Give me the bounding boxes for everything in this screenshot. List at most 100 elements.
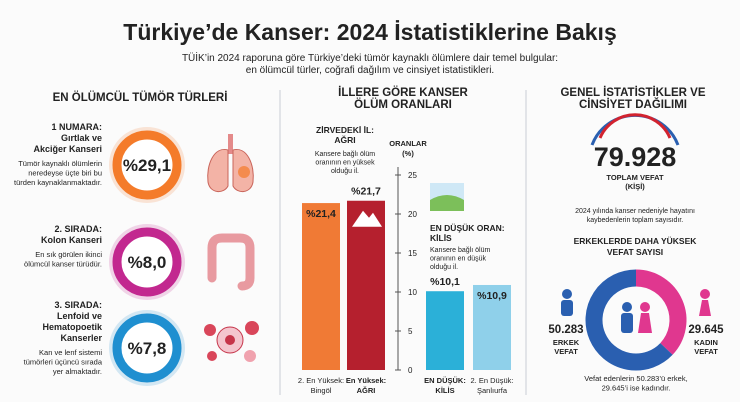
total-note-line: 2024 yılında kanser nedeniyle hayatını <box>575 208 695 215</box>
gender-heading-line: VEFAT SAYISI <box>607 247 663 257</box>
annotation-text: Kansere bağlı ölüm oranının en düşük olduğ… <box>430 247 490 271</box>
item-description-line: Tümör kaynaklı ölümlerin <box>18 159 102 168</box>
section-heading-line: ÖLÜM ORANLARI <box>354 98 452 111</box>
donut-segment <box>585 269 673 371</box>
bar <box>302 203 340 370</box>
bar <box>473 284 511 370</box>
share: %7,8 <box>128 339 167 358</box>
y-axis-label-line: ORANLAR <box>389 139 427 148</box>
rank: 3. SIRADA: <box>54 300 102 310</box>
cells-icon <box>204 321 259 362</box>
annotation-title: EN DÜŞÜK ORAN: KİLİS <box>430 223 505 243</box>
lungs-icon <box>207 134 254 192</box>
annotation-title-line: AĞRI <box>334 134 355 145</box>
subtitle-line: en ölümcül türler, coğrafi dağılım ve ci… <box>246 65 494 76</box>
y-tick-label: 20 <box>408 210 417 219</box>
y-tick-label: 5 <box>408 327 413 336</box>
annotation-text-line: oranının en yüksek <box>315 160 375 167</box>
total-label-line: TOPLAM VEFAT <box>606 173 664 182</box>
y-tick-label: 10 <box>408 288 417 297</box>
annotation-text-line: Kansere bağlı ölüm <box>315 151 375 158</box>
item-description-line: Kan ve lenf sistemi <box>39 348 102 357</box>
x-tick-label: 2. En Yüksek: Bingöl <box>298 376 344 395</box>
section-heading-line: İLLERE GÖRE KANSER <box>338 86 468 99</box>
item-description-line: yer almaktadır. <box>53 367 102 376</box>
gender-value: 29.645 <box>688 324 724 336</box>
item-description-line: tümörleri üçüncü sırada <box>24 358 103 367</box>
item-description: Kan ve lenf sistemi tümörleri üçüncü sıra… <box>24 348 103 376</box>
value-label: %21,7 <box>351 186 381 198</box>
item-description-line: türden kaynaklanmaktadır. <box>14 178 102 187</box>
title: Türkiye’de Kanser: 2024 İstatistiklerine… <box>123 19 616 45</box>
annotation-text-line: Kansere bağlı ölüm <box>430 247 490 254</box>
item-name-line: Hematopoetik <box>42 322 103 332</box>
female-icon <box>638 289 711 333</box>
rank: 1 NUMARA: <box>52 122 103 132</box>
x-tick-label: 2. En Düşük: Şanlıurfa <box>471 376 514 395</box>
value-label: %10,9 <box>477 290 507 302</box>
item-description-line: neredeyse üçte biri bu <box>28 169 102 178</box>
section-heading: İLLERE GÖRE KANSER ÖLÜM ORANLARI <box>338 86 468 111</box>
bar <box>426 291 464 370</box>
section-heading-line: CİNSİYET DAĞILIMI <box>579 98 687 111</box>
item-name-line: Lenfoid ve <box>57 311 102 321</box>
share: %8,0 <box>128 253 167 272</box>
y-axis-label-line: (%) <box>402 149 414 158</box>
item-name-line: Kanserler <box>60 333 102 343</box>
value-label: %21,4 <box>306 208 336 220</box>
subtitle-line: TÜİK’in 2024 raporuna göre Türkiye’deki … <box>182 51 558 64</box>
gender-heading: ERKEKLERDE DAHA YÜKSEK VEFAT SAYISI <box>574 236 698 257</box>
total-label-line: (KİŞİ) <box>625 182 645 191</box>
total: 79.928 <box>594 142 677 172</box>
ring <box>112 313 182 383</box>
annotation-title: ZİRVEDEKİ İL: AĞRI <box>316 125 374 145</box>
ring <box>112 130 182 200</box>
item-description-line: ölümcül kanser türüdür. <box>24 260 102 269</box>
bar <box>347 200 385 370</box>
item-name-line: Gırtlak ve <box>61 133 102 143</box>
y-tick-label: 0 <box>408 366 413 375</box>
item-name: Lenfoid ve Hematopoetik Kanserler <box>42 311 103 343</box>
donut-segment <box>635 269 687 355</box>
legend-entry: KADIN VEFAT <box>694 338 718 356</box>
annotation-title-line: EN DÜŞÜK ORAN: <box>430 223 505 233</box>
total-note: 2024 yılında kanser nedeniyle hayatını ka… <box>575 208 695 224</box>
item-description-line: En sık görülen ikinci <box>35 250 102 259</box>
ring-decoration <box>598 113 672 139</box>
legend-entry: ERKEK VEFAT <box>553 338 580 356</box>
item-name: Kolon Kanseri <box>41 235 102 245</box>
gender-footer: Vefat edenlerin 50.283’ü erkek, 29.645’i … <box>584 374 687 393</box>
section-heading: EN ÖLÜMCÜL TÜMÖR TÜRLERİ <box>53 91 228 104</box>
y-axis-label: ORANLAR (%) <box>389 139 427 158</box>
rank: 2. SIRADA: <box>54 224 102 234</box>
male-icon <box>561 289 633 333</box>
section-heading: GENEL İSTATİSTİKLER VE CİNSİYET DAĞILIMI <box>560 86 705 111</box>
annotation-text-line: olduğu il. <box>331 168 359 175</box>
y-tick-label: 25 <box>408 171 417 180</box>
landscape-icon <box>430 183 464 211</box>
annotation-text-line: olduğu il. <box>430 264 458 271</box>
item-description: En sık görülen ikinci ölümcül kanser türü… <box>24 250 102 269</box>
x-tick-label: En Yüksek: AĞRI <box>346 376 386 395</box>
gender-footer-line: Vefat edenlerin 50.283’ü erkek, <box>584 374 687 383</box>
item-name-line: Akciğer Kanseri <box>33 144 102 154</box>
mountain-icon <box>352 210 382 227</box>
section-heading-line: GENEL İSTATİSTİKLER VE <box>560 86 705 99</box>
annotation-title-line: ZİRVEDEKİ İL: <box>316 125 374 135</box>
total-label: TOPLAM VEFAT (KİŞİ) <box>606 173 664 191</box>
annotation-text-line: oranının en düşük <box>430 256 487 263</box>
item-name-line: Kolon Kanseri <box>41 235 102 245</box>
item-description: Tümör kaynaklı ölümlerin neredeyse üçte b… <box>14 159 102 187</box>
ring <box>112 227 182 297</box>
x-tick-label: EN DÜŞÜK: KİLİS <box>424 376 466 395</box>
total-note-line: kaybedenlerin toplam sayısıdır. <box>587 217 684 224</box>
share: %29,1 <box>123 156 171 175</box>
gender-value: 50.283 <box>548 324 583 336</box>
annotation-text: Kansere bağlı ölüm oranının en yüksek oldu… <box>315 151 375 175</box>
y-tick-label: 15 <box>408 249 417 258</box>
subtitle: TÜİK’in 2024 raporuna göre Türkiye’deki … <box>182 51 558 76</box>
item-name: Gırtlak ve Akciğer Kanseri <box>33 133 102 154</box>
gender-heading-line: ERKEKLERDE DAHA YÜKSEK <box>574 236 698 246</box>
gender-footer-line: 29.645’i ise kadındır. <box>602 384 671 393</box>
